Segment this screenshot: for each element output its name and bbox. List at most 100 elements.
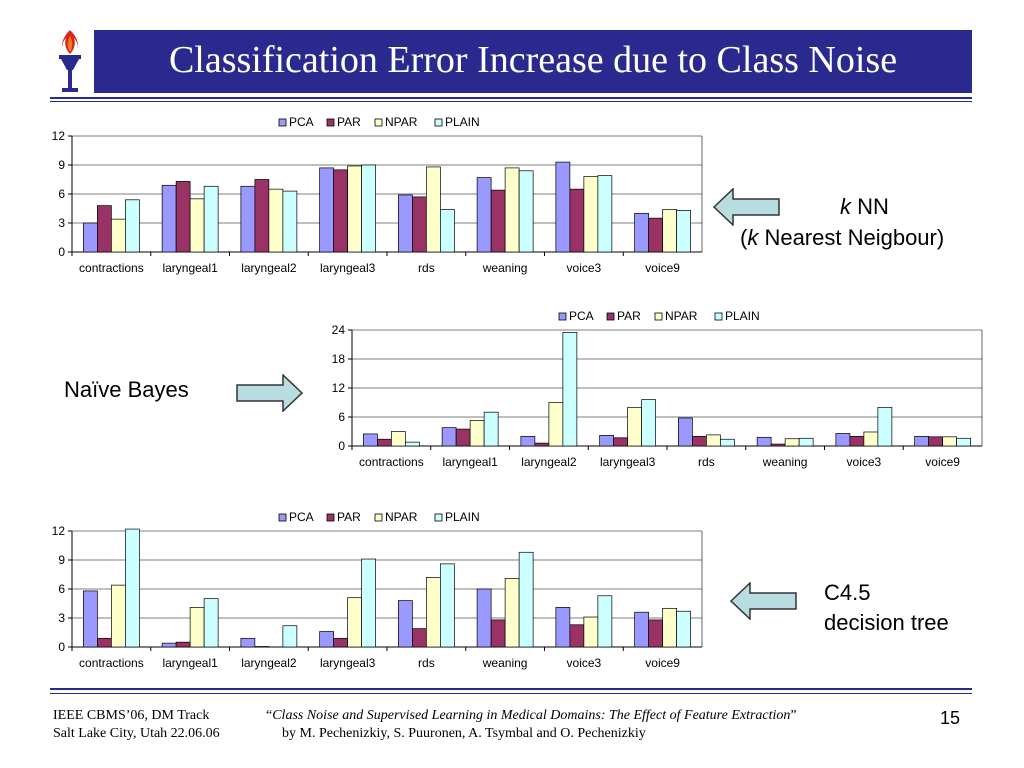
bar-par-laryngeal3 [333, 169, 348, 253]
bar-pca-contractions [83, 590, 98, 648]
bar-pca-voice9 [634, 611, 649, 648]
bar-plain-weaning [518, 170, 534, 253]
bar-pca-voice3 [835, 433, 851, 447]
bar-npar-laryngeal1 [469, 420, 485, 447]
knn-left-arrow [713, 188, 780, 226]
legend-swatch-npar [374, 118, 383, 127]
bar-par-weaning [770, 443, 786, 447]
title-bar: Classification Error Increase due to Cla… [94, 30, 972, 93]
footer-authors: by M. Pechenizkiy, S. Puuronen, A. Tsymb… [282, 726, 646, 741]
bar-par-contractions [377, 438, 392, 447]
x-tick-label: rds [698, 455, 715, 469]
x-tick-label: laryngeal2 [241, 261, 297, 275]
c45-label-line1: C4.5 [824, 580, 871, 605]
bar-par-laryngeal1 [455, 428, 471, 447]
x-tick-label: weaning [762, 455, 808, 469]
y-tick-label: 0 [338, 439, 345, 453]
y-tick-label: 12 [52, 524, 66, 538]
x-tick-label: weaning [482, 261, 528, 275]
bar-plain-laryngeal3 [361, 558, 376, 648]
x-tick-label: laryngeal1 [162, 261, 218, 275]
bar-plain-contractions [125, 199, 140, 253]
footer-rule-thin [50, 693, 972, 694]
footer-conference: IEEE CBMS’06, DM Track [53, 708, 210, 723]
x-tick-label: contractions [359, 455, 424, 469]
bar-plain-voice9 [676, 610, 691, 648]
bar-pca-weaning [756, 436, 772, 447]
bar-plain-laryngeal1 [203, 598, 219, 648]
legend-label-npar: NPAR [385, 115, 418, 129]
x-tick-label: voice3 [847, 455, 882, 469]
x-tick-label: laryngeal1 [162, 656, 218, 670]
bar-pca-laryngeal3 [599, 435, 614, 447]
bar-par-voice3 [849, 435, 865, 447]
knn-label: k NN [840, 194, 889, 220]
bar-pca-voice9 [914, 435, 929, 447]
bar-plain-weaning [798, 437, 814, 447]
x-tick-label: laryngeal1 [442, 455, 498, 469]
bar-npar-voice9 [662, 209, 677, 253]
knn-k2: k [747, 225, 759, 250]
bar-plain-weaning [518, 551, 534, 648]
bar-npar-laryngeal3 [347, 597, 362, 648]
legend-swatch-plain [434, 118, 443, 127]
y-tick-label: 0 [58, 640, 65, 654]
legend-label-pca: PCA [289, 510, 314, 524]
legend-swatch-plain [434, 513, 443, 522]
bar-npar-contractions [111, 584, 126, 648]
bar-par-laryngeal1 [175, 641, 191, 648]
bar-par-contractions [97, 205, 112, 253]
quote-close: ” [790, 708, 797, 723]
y-tick-label: 3 [58, 216, 65, 230]
x-tick-label: laryngeal2 [241, 656, 297, 670]
bar-pca-voice9 [634, 212, 649, 253]
bar-plain-laryngeal2 [562, 332, 578, 447]
y-tick-label: 24 [332, 323, 346, 337]
bar-plain-contractions [405, 441, 420, 447]
legend-label-pca: PCA [289, 115, 314, 129]
legend-label-par: PAR [617, 309, 641, 323]
bar-pca-rds [398, 194, 413, 253]
knn-fullname: (k Nearest Neigbour) [740, 225, 944, 251]
bar-npar-laryngeal3 [627, 406, 642, 447]
bar-plain-voice3 [597, 175, 613, 253]
bar-npar-rds [426, 577, 441, 648]
bar-pca-rds [398, 600, 413, 648]
bar-pca-laryngeal3 [319, 631, 334, 648]
legend: PCA PAR NPAR PLAIN [278, 115, 480, 129]
bar-npar-weaning [504, 578, 520, 648]
bar-plain-laryngeal2 [282, 190, 298, 253]
y-tick-label: 9 [58, 158, 65, 172]
bar-pca-laryngeal3 [319, 167, 334, 253]
paper-title: Class Noise and Supervised Learning in M… [272, 708, 791, 723]
footer-location: Salt Lake City, Utah 22.06.06 [53, 726, 220, 741]
bar-par-voice9 [648, 217, 663, 253]
x-tick-label: voice3 [567, 261, 602, 275]
c45-left-arrow [730, 582, 797, 620]
bar-npar-voice9 [942, 436, 957, 447]
bar-par-weaning [490, 619, 506, 648]
x-tick-label: voice3 [567, 656, 602, 670]
bar-npar-voice3 [863, 431, 879, 447]
legend-label-plain: PLAIN [445, 510, 480, 524]
chart-svg: PCA PAR NPAR PLAIN 0 3 6 9 12 contractions larynge… [52, 115, 703, 275]
naive-bayes-chart: PCA PAR NPAR PLAIN 0 6 12 18 24 contractions laryn… [310, 306, 990, 481]
page-number: 15 [940, 708, 961, 728]
bar-par-voice3 [569, 624, 585, 648]
bar-npar-voice3 [583, 176, 599, 253]
x-tick-label: voice9 [645, 656, 680, 670]
legend-label-plain: PLAIN [725, 309, 760, 323]
y-tick-label: 18 [332, 352, 346, 366]
bar-par-contractions [97, 637, 112, 648]
university-torch-logo [59, 30, 81, 92]
legend-swatch-pca [278, 118, 287, 127]
bar-par-voice3 [569, 188, 585, 253]
x-tick-label: contractions [79, 261, 144, 275]
x-tick-label: voice9 [645, 261, 680, 275]
legend-label-pca: PCA [569, 309, 594, 323]
y-tick-label: 6 [58, 187, 65, 201]
bar-plain-rds [440, 563, 455, 648]
bar-plain-laryngeal1 [483, 411, 499, 447]
bar-npar-laryngeal2 [548, 402, 564, 447]
legend-swatch-plain [714, 312, 723, 321]
